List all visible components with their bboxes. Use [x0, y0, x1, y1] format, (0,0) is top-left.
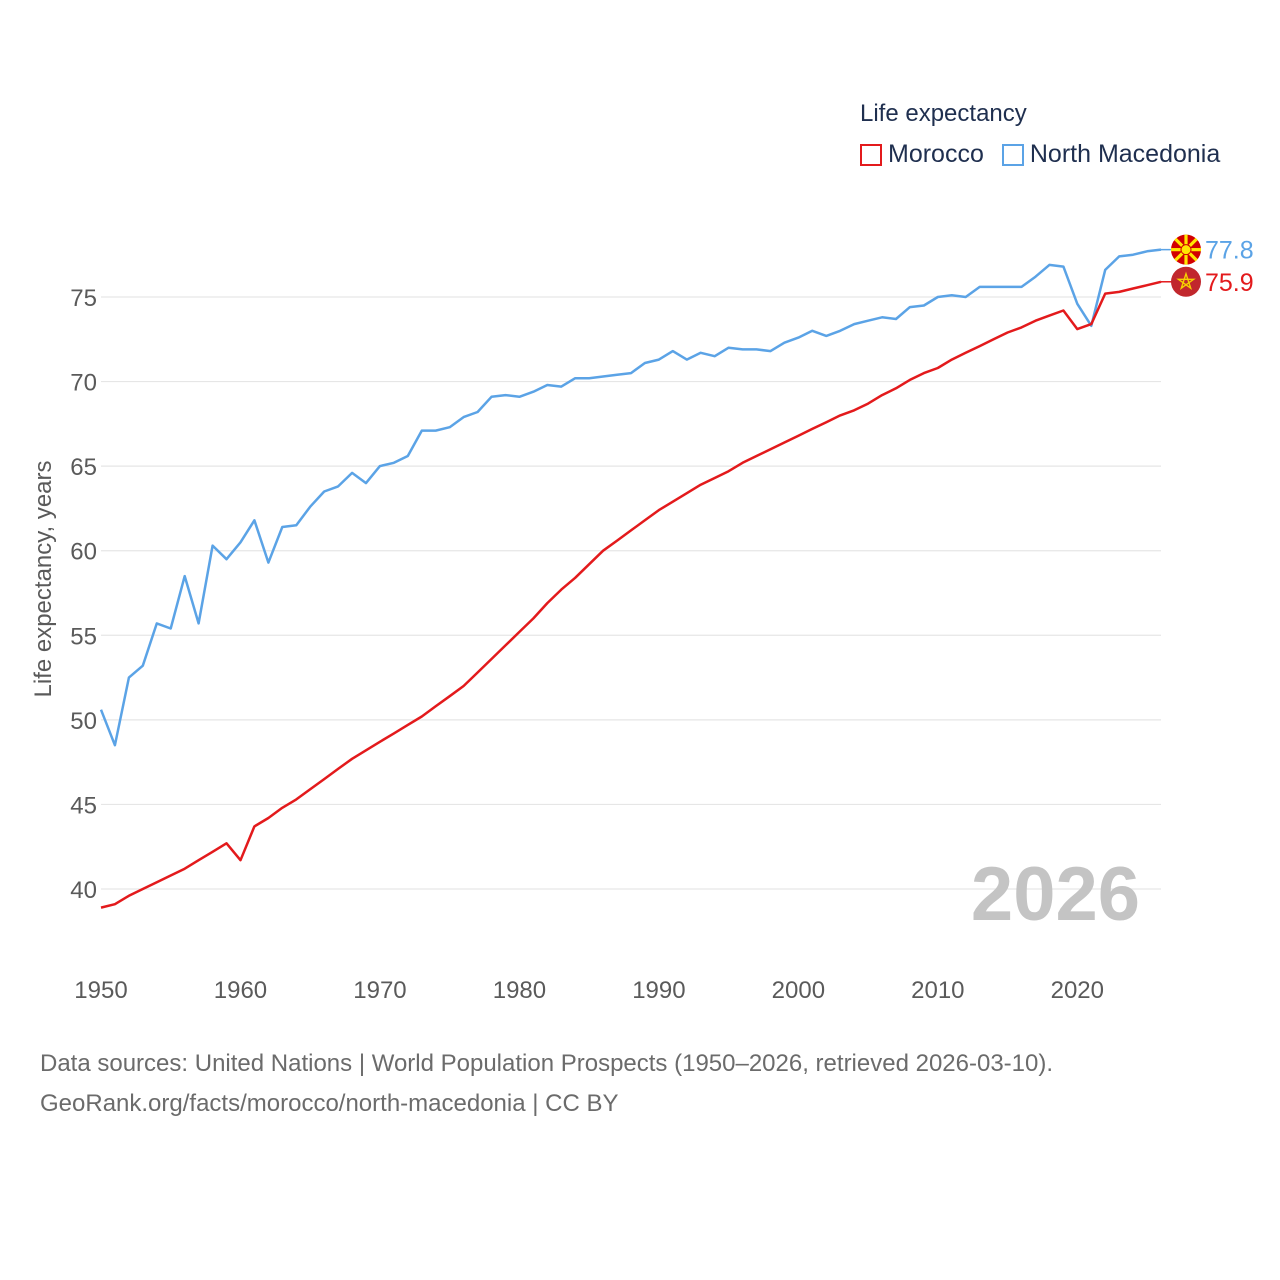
series-line-morocco	[100, 280, 1162, 909]
footer: Data sources: United Nations | World Pop…	[40, 1044, 1053, 1124]
x-tick-label-1980: 1980	[493, 977, 546, 1004]
flag-background	[1171, 266, 1201, 297]
series-end-labels: 77.8 75.9	[1161, 234, 1254, 297]
series-lines	[99, 248, 1162, 909]
legend-label-morocco: Morocco	[888, 140, 984, 168]
morocco-flag-icon	[1171, 266, 1201, 297]
x-tick-label-1950: 1950	[74, 977, 127, 1004]
legend: Life expectancy Morocco North Macedonia	[860, 100, 1220, 169]
y-axis-ticks: 40 45 50 55 60 65 70 75	[70, 285, 97, 904]
data-source-text: Data sources: United Nations | World Pop…	[40, 1050, 1054, 1077]
y-tick-label-50: 50	[70, 708, 97, 735]
legend-item-morocco[interactable]: Morocco	[860, 140, 984, 169]
end-value-north-macedonia: 77.8	[1205, 237, 1254, 265]
sun-disc	[1180, 244, 1192, 256]
x-tick-label-1970: 1970	[353, 977, 406, 1004]
x-tick-label-2010: 2010	[911, 977, 964, 1004]
y-axis-label: Life expectancy, years	[30, 460, 57, 697]
x-tick-label-1990: 1990	[632, 977, 685, 1004]
y-tick-label-45: 45	[70, 792, 97, 819]
y-tick-label-65: 65	[70, 454, 97, 481]
legend-title: Life expectancy	[860, 100, 1027, 127]
star-outline	[1176, 271, 1196, 291]
y-tick-label-55: 55	[70, 623, 97, 650]
legend-label-north-macedonia: North Macedonia	[1029, 140, 1221, 168]
north-macedonia-flag-icon	[1171, 234, 1201, 265]
y-tick-label-70: 70	[70, 370, 97, 397]
grid-lines	[101, 296, 1161, 890]
year-watermark: 2026	[971, 852, 1140, 937]
y-tick-label-75: 75	[70, 285, 97, 312]
end-value-morocco: 75.9	[1205, 269, 1254, 297]
x-tick-label-2000: 2000	[772, 977, 825, 1004]
x-axis-ticks: 1950 1960 1970 1980 1990 2000 2010 2020	[74, 977, 1104, 1004]
x-tick-label-2020: 2020	[1051, 977, 1104, 1004]
y-tick-label-60: 60	[70, 539, 97, 566]
legend-swatch-morocco	[860, 143, 882, 166]
series-line-north-macedonia	[99, 248, 1162, 747]
y-tick-label-40: 40	[70, 877, 97, 904]
legend-item-north-macedonia[interactable]: North Macedonia	[1001, 140, 1221, 169]
attribution-link[interactable]: GeoRank.org/facts/morocco/north-macedoni…	[40, 1090, 619, 1117]
x-tick-label-1960: 1960	[214, 977, 267, 1004]
legend-swatch-north-macedonia	[1001, 143, 1024, 166]
